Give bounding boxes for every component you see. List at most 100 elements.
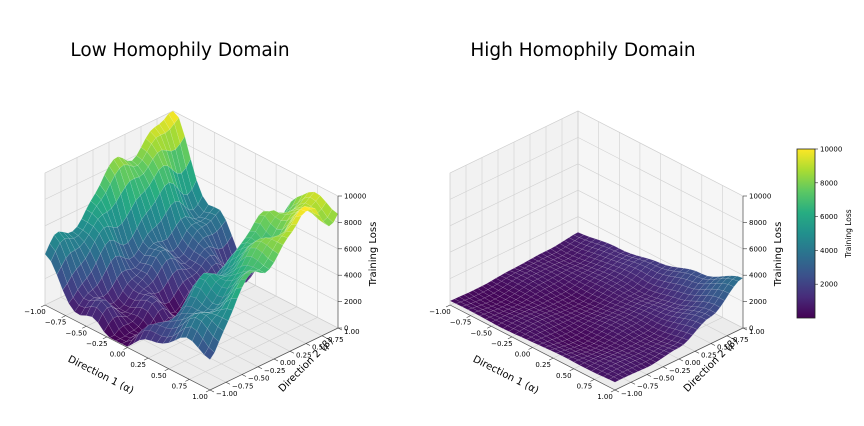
z-axis-label: Training Loss xyxy=(368,222,379,288)
panel-2: −1.00−0.75−0.50−0.250.000.250.500.751.00… xyxy=(429,40,784,401)
x-tick-mark xyxy=(610,389,616,393)
x-tick-mark xyxy=(61,315,66,318)
surface-patch xyxy=(672,342,684,348)
x-tick-mark xyxy=(466,315,471,318)
y-tick-label: 0.00 xyxy=(280,359,296,367)
y-tick-label: −0.75 xyxy=(232,382,253,390)
y-tick-mark xyxy=(241,374,247,377)
y-tick-label: −1.00 xyxy=(621,390,642,398)
colorbar-tick-label: 8000 xyxy=(820,179,838,187)
surface-patch xyxy=(700,313,712,320)
x-tick-label: 0.50 xyxy=(556,372,572,380)
y-tick-mark xyxy=(337,327,343,331)
x-tick-label: −0.50 xyxy=(66,329,87,337)
gridline xyxy=(449,189,744,276)
x-tick-label: −0.25 xyxy=(491,340,512,348)
x-tick-label: 0.25 xyxy=(535,361,551,369)
x-tick-label: 0.00 xyxy=(110,351,126,359)
gridline xyxy=(449,137,744,223)
x-tick-mark xyxy=(164,368,169,372)
z-tick-label: 0 xyxy=(749,325,753,333)
y-tick-mark xyxy=(742,327,748,331)
y-tick-mark xyxy=(694,350,700,354)
x-tick-mark xyxy=(40,304,46,308)
x-tick-mark xyxy=(205,389,211,393)
y-tick-label: 0.25 xyxy=(296,351,312,359)
z-tick-label: 10000 xyxy=(344,193,366,201)
x-axis-label: Direction 1 (α) xyxy=(471,354,540,397)
z-axis-label: Training Loss xyxy=(773,222,784,288)
x-tick-mark xyxy=(185,379,190,382)
colorbar-tick-label: 10000 xyxy=(820,146,842,154)
y-tick-label: 0.50 xyxy=(717,344,733,352)
x-tick-mark xyxy=(548,357,554,361)
x-axis-label: Direction 1 (α) xyxy=(66,354,135,397)
chart-title: Low Homophily Domain xyxy=(70,40,289,61)
x-tick-label: 0.25 xyxy=(130,361,146,369)
surface-patch xyxy=(659,350,671,357)
x-tick-label: 0.75 xyxy=(172,382,188,390)
y-tick-label: −0.75 xyxy=(637,382,658,390)
z-tick-label: 4000 xyxy=(749,272,767,280)
colorbar-tick-label: 6000 xyxy=(820,213,838,221)
y-tick-label: −0.50 xyxy=(248,375,269,383)
gridline xyxy=(449,110,744,197)
z-tick-label: 6000 xyxy=(749,245,767,253)
y-tick-mark xyxy=(678,358,684,362)
surface-patch xyxy=(313,213,325,224)
x-tick-mark xyxy=(102,336,108,340)
x-tick-label: −1.00 xyxy=(429,308,450,316)
x-tick-label: 1.00 xyxy=(192,393,208,401)
surface-patch xyxy=(240,272,252,280)
y-tick-label: −0.25 xyxy=(264,367,285,375)
y-tick-label: 0.00 xyxy=(685,359,701,367)
y-tick-mark xyxy=(257,366,263,370)
y-tick-label: 1.00 xyxy=(749,328,765,336)
surface-patch xyxy=(691,321,703,330)
z-tick-label: 2000 xyxy=(344,298,362,306)
panel-1: −1.00−0.75−0.50−0.250.000.250.500.751.00… xyxy=(24,40,379,401)
z-tick-label: 4000 xyxy=(344,272,362,280)
x-tick-label: −0.75 xyxy=(45,319,66,327)
y-tick-mark xyxy=(614,389,620,393)
y-tick-mark xyxy=(726,335,732,339)
colorbar-tick-label: 4000 xyxy=(820,247,838,255)
surface-patch xyxy=(677,337,689,345)
x-tick-label: −0.25 xyxy=(86,340,107,348)
surface-patch xyxy=(226,298,238,311)
x-tick-label: 0.50 xyxy=(151,372,167,380)
x-tick-label: −1.00 xyxy=(24,308,45,316)
y-tick-mark xyxy=(662,366,668,370)
surface-patch xyxy=(290,215,302,226)
y-tick-label: 0.75 xyxy=(328,336,344,344)
surface-patch xyxy=(203,347,215,360)
x-tick-label: 1.00 xyxy=(597,393,613,401)
surface-patch xyxy=(249,270,261,274)
x-tick-label: −0.50 xyxy=(471,329,492,337)
y-tick-mark xyxy=(305,343,311,346)
x-tick-label: 0.75 xyxy=(577,382,593,390)
y-tick-mark xyxy=(289,350,295,354)
x-tick-mark xyxy=(82,325,87,329)
y-tick-label: 1.00 xyxy=(344,328,360,336)
y-tick-label: −0.50 xyxy=(653,375,674,383)
z-tick-label: 8000 xyxy=(344,219,362,227)
colorbar: 2000 4000 6000 8000 10000 Training Loss xyxy=(796,146,853,319)
z-tick-label: 10000 xyxy=(749,193,771,201)
y-tick-mark xyxy=(630,381,636,385)
surface-patch xyxy=(295,209,307,218)
x-tick-mark xyxy=(487,325,492,329)
surface-patch xyxy=(668,345,680,351)
x-tick-label: 0.00 xyxy=(515,351,531,359)
y-tick-mark xyxy=(321,335,327,339)
surface-patch xyxy=(727,279,739,287)
surface-patch xyxy=(640,361,652,368)
z-tick-label: 6000 xyxy=(344,245,362,253)
y-tick-label: 0.25 xyxy=(701,351,717,359)
y-tick-label: 0.50 xyxy=(312,344,328,352)
x-tick-mark xyxy=(569,368,574,372)
colorbar-tick-label: 2000 xyxy=(820,281,838,289)
colorbar-label: Training Loss xyxy=(844,209,853,259)
y-tick-mark xyxy=(710,343,716,346)
